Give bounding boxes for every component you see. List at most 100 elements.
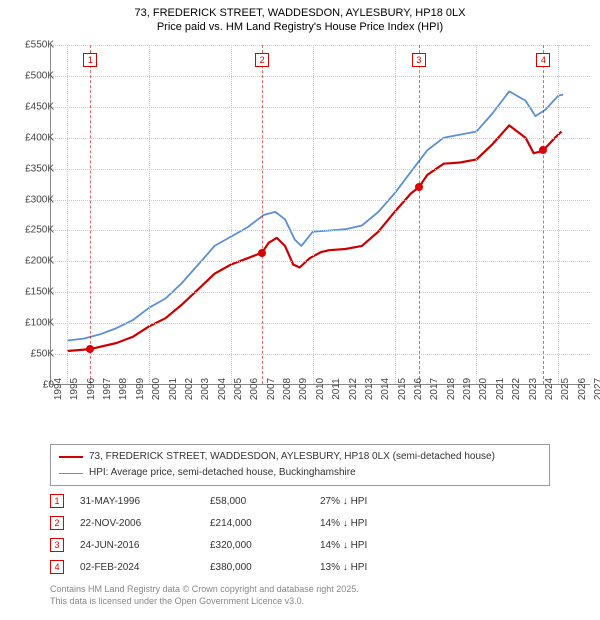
sales-row: 324-JUN-2016£320,00014% ↓ HPI [50,534,550,556]
x-tick-label: 2021 [495,378,506,400]
sales-row: 1 31-MAY-1996£58,00027% ↓ HPI [50,490,550,512]
series-line-hpi [67,91,563,340]
x-tick-label: 2026 [577,378,588,400]
sale-vs-hpi: 27% ↓ HPI [320,496,440,507]
x-tick-label: 2017 [429,378,440,400]
sale-marker-line [90,45,91,384]
x-tick-label: 2018 [446,378,457,400]
x-tick-label: 2001 [168,378,179,400]
y-tick-label: £150K [8,287,54,298]
x-tick-label: 2009 [298,378,309,400]
x-tick-label: 2024 [544,378,555,400]
y-tick-label: £350K [8,163,54,174]
sale-date: 24-JUN-2016 [80,540,210,551]
gridline-horizontal [51,323,590,324]
sales-row: 2 22-NOV-2006£214,00014% ↓ HPI [50,512,550,534]
sale-vs-hpi: 13% ↓ HPI [320,562,440,573]
chart-area: 1234 19941995199619971998199920002001200… [50,45,590,410]
chart-container: 73, FREDERICK STREET, WADDESDON, AYLESBU… [0,0,600,620]
gridline-horizontal [51,169,590,170]
sale-row-marker: 1 [50,494,64,508]
sale-point [539,146,547,154]
x-tick-label: 2020 [478,378,489,400]
sale-marker-box: 3 [412,53,426,67]
sale-marker-box: 1 [83,53,97,67]
x-tick-label: 2015 [397,378,408,400]
line-series-svg [51,45,591,385]
sale-date: 02-FEB-2024 [80,562,210,573]
gridline-horizontal [51,138,590,139]
gridline-horizontal [51,354,590,355]
footer-line1: Contains HM Land Registry data © Crown c… [50,584,359,596]
legend: 73, FREDERICK STREET, WADDESDON, AYLESBU… [50,444,550,486]
gridline-horizontal [51,230,590,231]
x-tick-label: 1996 [86,378,97,400]
sale-row-marker: 4 [50,560,64,574]
x-tick-label: 2023 [528,378,539,400]
sales-table: 1 31-MAY-1996£58,00027% ↓ HPI 2 22-NOV-2006… [50,490,550,578]
legend-item: 73, FREDERICK STREET, WADDESDON, AYLESBU… [59,449,541,465]
x-tick-label: 2005 [233,378,244,400]
gridline-horizontal [51,45,590,46]
title-block: 73, FREDERICK STREET, WADDESDON, AYLESBU… [0,0,600,35]
x-tick-label: 2025 [560,378,571,400]
title-line2: Price paid vs. HM Land Registry's House … [0,20,600,34]
sale-row-marker: 2 [50,516,64,530]
x-tick-label: 1999 [135,378,146,400]
y-tick-label: £0 [8,380,54,391]
sale-date: 31-MAY-1996 [80,496,210,507]
y-tick-label: £50K [8,349,54,360]
gridline-horizontal [51,107,590,108]
x-tick-label: 1994 [53,378,64,400]
x-tick-label: 2008 [282,378,293,400]
gridline-vertical [558,45,559,384]
gridline-vertical [476,45,477,384]
gridline-vertical [149,45,150,384]
gridline-vertical [67,45,68,384]
gridline-horizontal [51,200,590,201]
gridline-vertical [395,45,396,384]
x-tick-label: 2012 [348,378,359,400]
x-tick-label: 2003 [200,378,211,400]
x-tick-label: 2010 [315,378,326,400]
sale-price: £320,000 [210,540,320,551]
sale-price: £58,000 [210,496,320,507]
x-tick-label: 2000 [151,378,162,400]
gridline-vertical [231,45,232,384]
x-tick-label: 2013 [364,378,375,400]
sale-marker-box: 2 [255,53,269,67]
sale-row-marker: 3 [50,538,64,552]
x-tick-label: 2027 [593,378,600,400]
sale-point [258,249,266,257]
x-tick-label: 2007 [266,378,277,400]
y-tick-label: £500K [8,70,54,81]
y-tick-label: £100K [8,318,54,329]
y-tick-label: £250K [8,225,54,236]
legend-swatch [59,456,83,458]
sale-point [415,183,423,191]
legend-swatch [59,473,83,474]
x-tick-label: 2004 [217,378,228,400]
sale-date: 22-NOV-2006 [80,518,210,529]
sale-price: £214,000 [210,518,320,529]
sale-vs-hpi: 14% ↓ HPI [320,518,440,529]
gridline-horizontal [51,76,590,77]
sale-marker-box: 4 [536,53,550,67]
sale-price: £380,000 [210,562,320,573]
title-line1: 73, FREDERICK STREET, WADDESDON, AYLESBU… [0,6,600,20]
y-tick-label: £450K [8,101,54,112]
gridline-horizontal [51,292,590,293]
plot-region: 1 2 3 4 [50,45,590,385]
x-tick-label: 1995 [69,378,80,400]
sale-point [86,345,94,353]
y-tick-label: £200K [8,256,54,267]
sale-marker-line [543,45,544,384]
x-tick-label: 1998 [118,378,129,400]
y-tick-label: £300K [8,194,54,205]
gridline-horizontal [51,261,590,262]
sales-row: 4 02-FEB-2024£380,00013% ↓ HPI [50,556,550,578]
footer: Contains HM Land Registry data © Crown c… [50,584,359,607]
sale-marker-line [419,45,420,384]
x-tick-label: 2014 [380,378,391,400]
x-tick-label: 2022 [511,378,522,400]
